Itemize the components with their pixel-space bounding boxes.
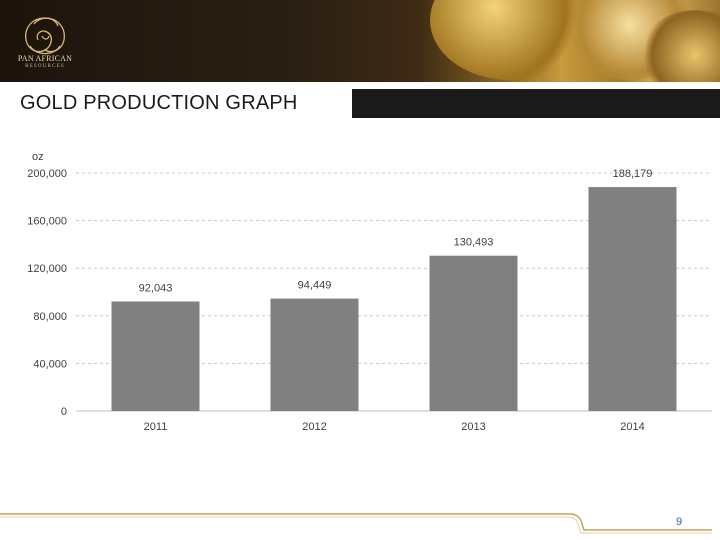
footer-divider xyxy=(0,513,712,534)
y-tick-label: 40,000 xyxy=(33,358,67,370)
data-label: 94,449 xyxy=(298,280,332,292)
x-tick-label: 2011 xyxy=(144,421,168,433)
pan-african-logo-icon xyxy=(25,17,65,55)
y-tick-label: 200,000 xyxy=(27,168,67,180)
data-label: 130,493 xyxy=(454,237,494,249)
logo-name: PAN AFRICAN xyxy=(17,54,73,63)
title-panel: GOLD PRODUCTION GRAPH xyxy=(0,89,352,118)
y-axis-unit-label: oz xyxy=(32,151,44,163)
bar-2014 xyxy=(588,187,677,411)
title-bar: GOLD PRODUCTION GRAPH xyxy=(0,89,720,118)
logo-subtitle: RESOURCES xyxy=(25,64,65,69)
bar-2012 xyxy=(270,298,359,411)
data-label: 92,043 xyxy=(139,282,173,294)
gold-production-chart: 0 40,000 80,000 120,000 160,000 200,000 92,043… xyxy=(27,168,712,433)
bar-2013 xyxy=(429,255,518,411)
x-tick-label: 2014 xyxy=(620,421,644,433)
bar-2011 xyxy=(111,301,200,411)
y-tick-label: 80,000 xyxy=(33,311,67,323)
y-tick-label: 160,000 xyxy=(27,216,67,228)
header-banner: PAN AFRICAN RESOURCES xyxy=(0,0,720,82)
x-tick-label: 2012 xyxy=(302,421,326,433)
x-tick-label: 2013 xyxy=(461,421,485,433)
page-number: 9 xyxy=(676,516,683,528)
y-tick-label: 0 xyxy=(61,406,67,418)
data-label: 188,179 xyxy=(613,168,653,180)
y-tick-label: 120,000 xyxy=(27,263,67,275)
slide-title: GOLD PRODUCTION GRAPH xyxy=(20,92,298,114)
